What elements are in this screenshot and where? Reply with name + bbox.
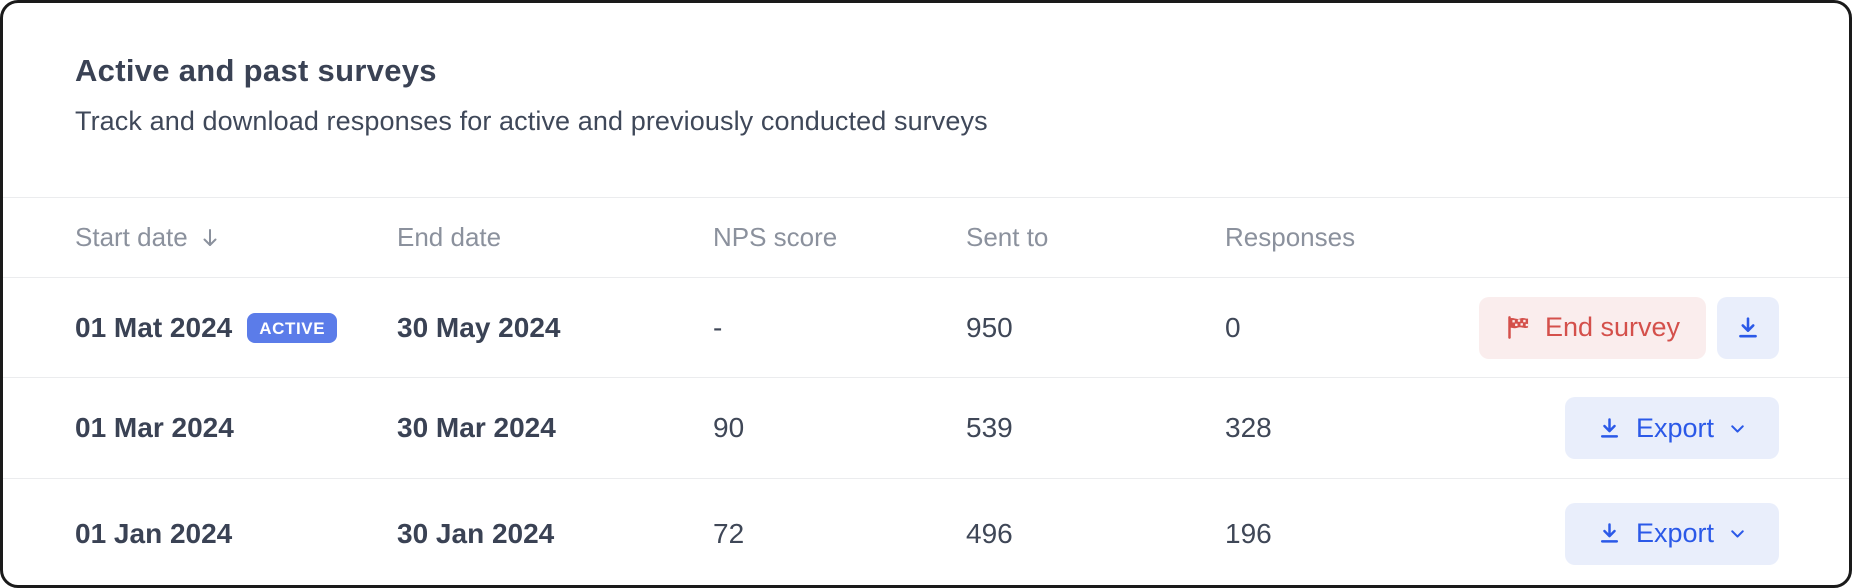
cell-start-date: 01 Jan 2024 bbox=[75, 517, 233, 549]
start-date-value: 01 Mat 2024 bbox=[75, 311, 233, 343]
checkered-flag-icon bbox=[1505, 314, 1532, 341]
end-survey-label: End survey bbox=[1544, 312, 1681, 342]
cell-end-date: 30 May 2024 bbox=[397, 311, 561, 343]
chevron-down-icon bbox=[1727, 523, 1748, 544]
cell-responses: 0 bbox=[1225, 311, 1241, 343]
table-row: 01 Jan 2024 30 Jan 2024 72 496 196 Expor… bbox=[3, 478, 1849, 585]
row-actions: End survey bbox=[1479, 296, 1779, 359]
page-subtitle: Track and download responses for active … bbox=[75, 106, 988, 136]
download-button[interactable] bbox=[1717, 296, 1779, 359]
table-row: 01 Mar 2024 30 Mar 2024 90 539 328 Expor… bbox=[3, 377, 1849, 478]
export-label: Export bbox=[1635, 412, 1715, 443]
column-header-responses: Responses bbox=[1225, 222, 1356, 252]
sort-descending-arrow-icon bbox=[198, 226, 222, 250]
cell-nps-score: 72 bbox=[713, 517, 745, 549]
status-badge: ACTIVE bbox=[247, 312, 338, 343]
cell-start-date: 01 Mat 2024 ACTIVE bbox=[75, 312, 397, 344]
table-header-row: Start date End date NPS score Sent to Re… bbox=[3, 197, 1849, 277]
card-header: Active and past surveys Track and downlo… bbox=[3, 3, 1849, 197]
page-title: Active and past surveys bbox=[75, 53, 437, 88]
cell-sent-to: 496 bbox=[966, 517, 1013, 549]
cell-sent-to: 950 bbox=[966, 311, 1013, 343]
column-header-start-date[interactable]: Start date bbox=[75, 222, 397, 253]
export-button[interactable]: Export bbox=[1565, 397, 1779, 459]
cell-end-date: 30 Mar 2024 bbox=[397, 412, 556, 443]
row-actions: Export bbox=[1565, 397, 1779, 459]
cell-sent-to: 539 bbox=[966, 412, 1013, 443]
table-row: 01 Mat 2024 ACTIVE 30 May 2024 - 950 0 bbox=[3, 277, 1849, 377]
column-header-sent-to: Sent to bbox=[966, 222, 1049, 252]
column-header-end-date: End date bbox=[397, 222, 502, 252]
cell-responses: 196 bbox=[1225, 517, 1272, 549]
download-icon bbox=[1596, 415, 1623, 442]
cell-end-date: 30 Jan 2024 bbox=[397, 517, 555, 549]
column-header-nps-score: NPS score bbox=[713, 222, 838, 252]
download-icon bbox=[1596, 520, 1623, 547]
cell-responses: 328 bbox=[1225, 412, 1272, 443]
export-button[interactable]: Export bbox=[1565, 502, 1779, 565]
cell-start-date: 01 Mar 2024 bbox=[75, 412, 234, 443]
download-icon bbox=[1734, 314, 1762, 342]
export-label: Export bbox=[1635, 518, 1715, 548]
end-survey-button[interactable]: End survey bbox=[1479, 296, 1706, 359]
chevron-down-icon bbox=[1727, 418, 1748, 439]
row-actions: Export bbox=[1565, 502, 1779, 565]
cell-nps-score: - bbox=[713, 311, 723, 343]
column-header-label: Start date bbox=[75, 222, 188, 252]
cell-nps-score: 90 bbox=[713, 412, 745, 443]
